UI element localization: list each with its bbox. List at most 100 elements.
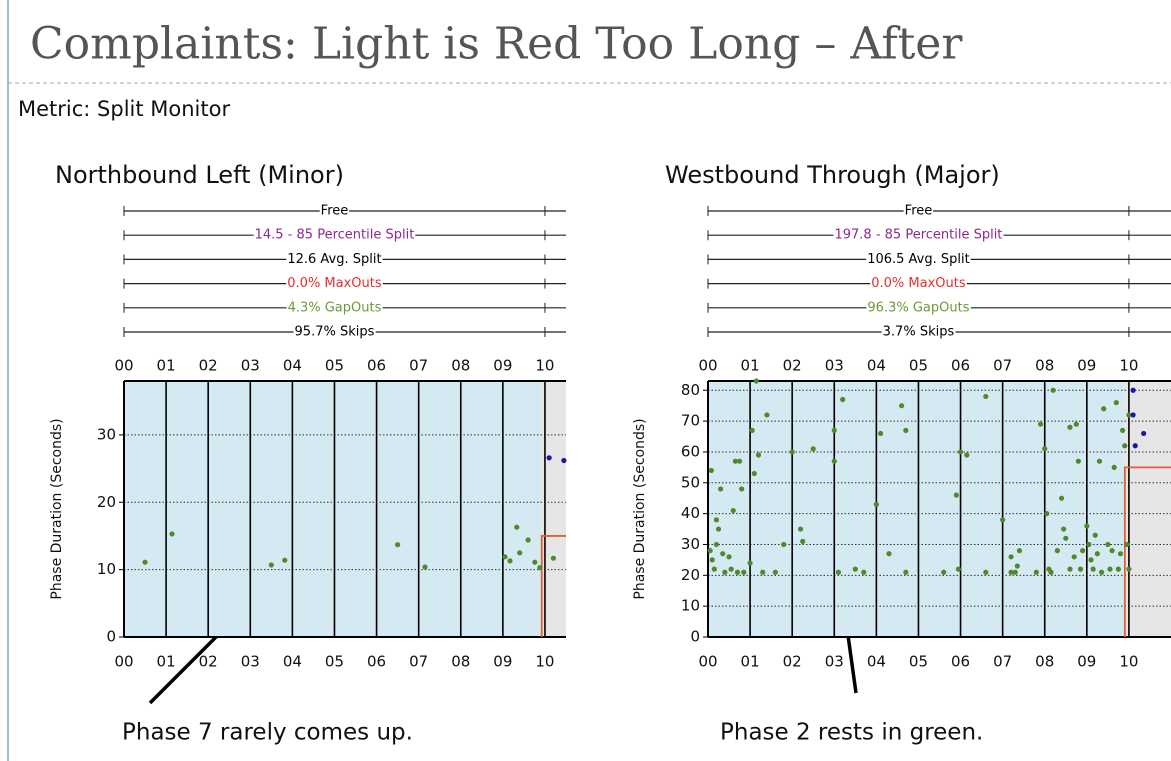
x-tick-label: 09 <box>1077 653 1096 671</box>
point <box>1044 511 1050 517</box>
band-label-bg <box>286 276 383 292</box>
y-tick-label: 0 <box>106 628 116 646</box>
point <box>749 427 755 433</box>
x-tick-label: 05 <box>909 357 928 375</box>
point <box>1063 535 1069 541</box>
point <box>1014 563 1020 569</box>
point <box>861 569 867 575</box>
point <box>1071 554 1077 560</box>
point <box>732 458 738 464</box>
x-tick-label: 01 <box>741 357 760 375</box>
x-tick-label: 08 <box>451 653 470 671</box>
point <box>755 452 762 458</box>
point <box>877 430 884 437</box>
point <box>268 562 274 568</box>
band-label: Free <box>905 204 933 219</box>
point <box>1111 464 1117 470</box>
point <box>142 559 148 565</box>
split-line <box>1123 466 1171 637</box>
x-tick-label: 04 <box>283 357 302 375</box>
point <box>760 569 766 575</box>
point <box>537 565 543 571</box>
point <box>955 566 962 572</box>
point <box>873 501 879 507</box>
band-label: 197.8 - 85 Percentile Split <box>834 228 1002 243</box>
x-tick-label: 10 <box>535 357 554 375</box>
band-label: 96.3% GapOuts <box>867 300 969 315</box>
point <box>789 449 795 455</box>
point <box>1075 458 1081 464</box>
annotation: Phase 7 rarely comes up. <box>122 720 413 746</box>
point <box>1094 551 1100 557</box>
point <box>1073 421 1079 427</box>
point <box>835 569 842 575</box>
x-tick-label: 08 <box>1035 357 1054 375</box>
band-label-bg <box>870 276 967 292</box>
point <box>1000 517 1006 523</box>
point <box>831 427 837 433</box>
y-tick-label: 30 <box>681 535 700 553</box>
point <box>1084 523 1090 529</box>
x-tick-label: 03 <box>825 653 844 671</box>
x-tick-label: 06 <box>367 653 386 671</box>
point <box>1107 566 1113 572</box>
point <box>831 458 837 464</box>
x-tick-label: 06 <box>951 357 970 375</box>
point <box>781 541 787 548</box>
chart-title: Westbound Through (Major) <box>665 161 1000 189</box>
point <box>1130 412 1136 418</box>
point <box>1115 566 1121 572</box>
y-axis-title: Phase Duration (Seconds) <box>49 418 65 599</box>
point <box>736 458 743 464</box>
band-label-bg <box>881 324 956 340</box>
point <box>422 564 428 570</box>
point <box>964 452 970 458</box>
point <box>713 541 720 548</box>
x-tick-label: 04 <box>867 653 886 671</box>
band-label-bg <box>903 203 934 219</box>
x-tick-label: 09 <box>493 357 512 375</box>
band-label-bg <box>253 227 416 243</box>
x-tick-label: 06 <box>951 653 970 671</box>
point <box>741 569 747 575</box>
band-label: 4.3% GapOuts <box>288 300 382 315</box>
x-tick-label: 10 <box>1119 357 1138 375</box>
x-tick-label: 04 <box>867 357 886 375</box>
x-tick-label: 08 <box>1035 653 1054 671</box>
band-label-bg <box>866 300 971 316</box>
band-label-bg <box>833 227 1004 243</box>
x-tick-label: 04 <box>283 653 302 671</box>
plan-region <box>1123 381 1171 637</box>
point <box>1016 548 1023 554</box>
point <box>753 378 760 384</box>
point <box>1008 569 1014 575</box>
point <box>1141 430 1147 437</box>
plot-area <box>124 381 566 637</box>
point <box>1122 443 1128 449</box>
point <box>711 566 717 572</box>
y-tick-label: 70 <box>681 412 700 430</box>
point <box>840 396 846 403</box>
band-label: 3.7% Skips <box>883 325 955 340</box>
split-line <box>540 535 566 637</box>
x-tick-label: 05 <box>325 357 344 375</box>
band-label-bg <box>866 251 971 267</box>
x-tick-label: 01 <box>741 653 760 671</box>
point <box>730 507 736 514</box>
band-label: 95.7% Skips <box>295 325 375 340</box>
point <box>1077 566 1084 572</box>
point <box>1101 406 1107 412</box>
point <box>282 557 288 563</box>
point <box>546 455 552 461</box>
point <box>1105 541 1111 548</box>
x-tick-label: 02 <box>783 653 802 671</box>
point <box>1088 557 1094 563</box>
point <box>707 548 713 554</box>
point <box>1042 446 1048 452</box>
point <box>772 569 778 575</box>
point <box>514 524 520 530</box>
band-label-bg <box>319 203 350 219</box>
x-tick-label: 06 <box>367 357 386 375</box>
y-tick-label: 20 <box>97 493 116 511</box>
